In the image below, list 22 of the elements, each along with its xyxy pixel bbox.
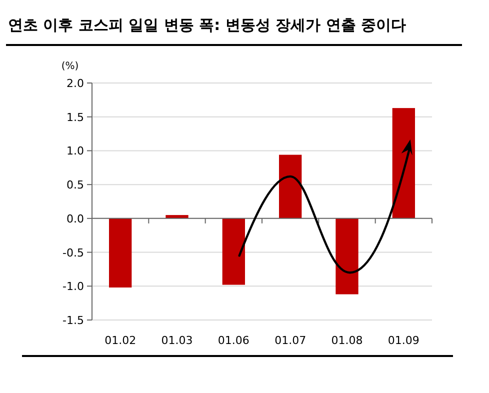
x-tick-label: 01.07: [274, 334, 306, 347]
x-tick-label: 01.06: [218, 334, 250, 347]
y-tick-label: 0.0: [66, 212, 84, 226]
y-tick-label: 2.0: [66, 77, 84, 90]
bar: [166, 215, 188, 218]
chart-title: 연초 이후 코스피 일일 변동 폭: 변동성 장세가 연출 중이다: [8, 16, 406, 34]
bar: [336, 218, 358, 294]
y-tick-label: -1.5: [62, 314, 84, 327]
y-tick-label: -1.0: [62, 280, 84, 294]
x-tick-label: 01.08: [331, 334, 363, 347]
y-tick-label: 1.0: [66, 144, 84, 158]
y-tick-label: -0.5: [62, 246, 84, 260]
y-axis-title: (%): [61, 61, 79, 72]
x-tick-label: 01.02: [104, 334, 136, 347]
bar: [392, 108, 415, 218]
bar: [109, 218, 132, 288]
bar: [279, 154, 302, 218]
y-tick-label: 0.5: [66, 178, 84, 192]
x-tick-label: 01.09: [388, 334, 420, 347]
y-tick-label: 1.5: [66, 110, 84, 124]
bar: [222, 218, 245, 285]
x-tick-label: 01.03: [161, 334, 193, 347]
